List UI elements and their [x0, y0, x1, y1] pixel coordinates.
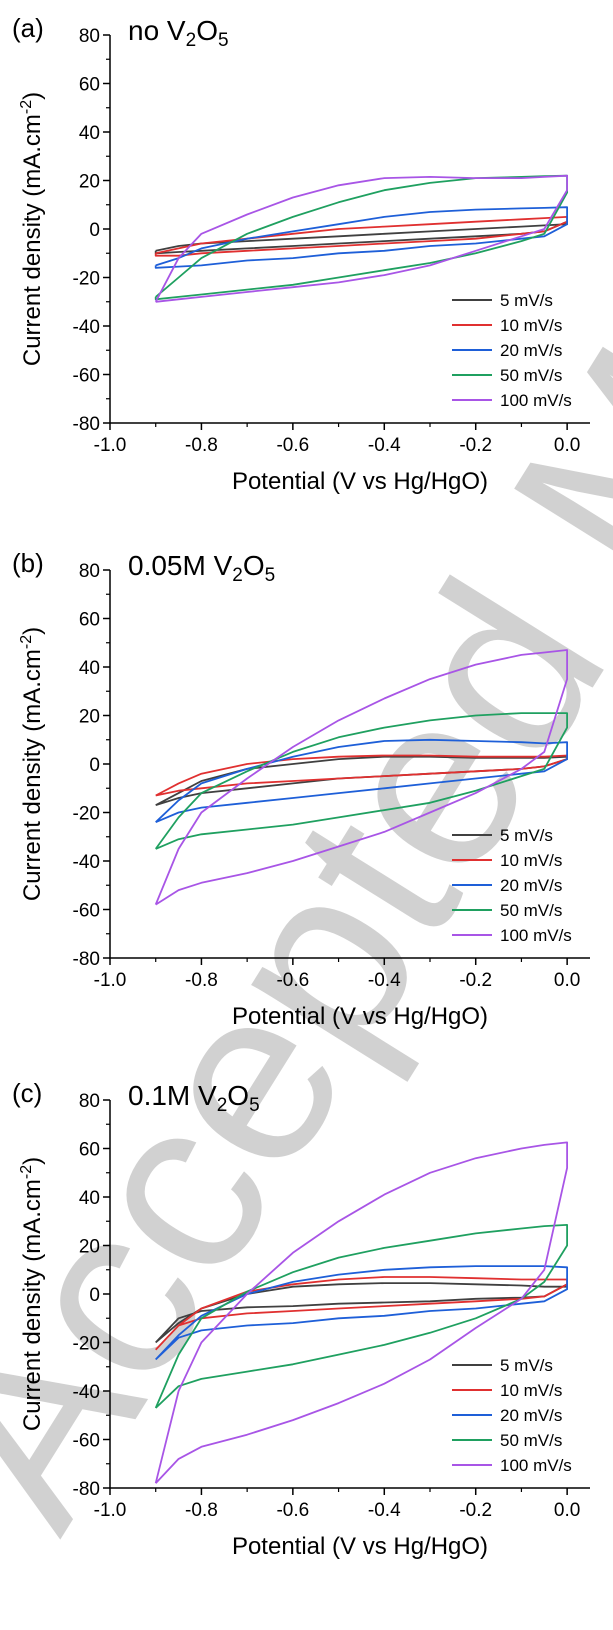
panel-label: (a) — [12, 13, 44, 43]
chart-panel-2: (b) 0.05M V2O5 -80 -60 -40 -20 0 20 40 60 80 -1.0 -0… — [12, 548, 590, 1030]
series-line-4 — [154, 1224, 568, 1409]
series-line-5 — [154, 1141, 568, 1484]
legend: 5 mV/s 10 mV/s 20 mV/s 50 mV/s 100 mV/s — [452, 291, 572, 410]
y-tick-label: 80 — [79, 26, 100, 47]
legend-label: 10 mV/s — [500, 1381, 562, 1400]
y-tick-label: -20 — [73, 269, 100, 290]
x-tick-label: -1.0 — [94, 1500, 127, 1521]
y-tick-label: -40 — [73, 852, 100, 873]
series-line-4 — [154, 174, 568, 301]
chart-title: 0.1M V2O5 — [128, 1080, 260, 1116]
x-tick-label: -0.6 — [276, 970, 309, 991]
y-tick-label: 60 — [79, 1140, 100, 1161]
x-tick-label: -0.8 — [185, 970, 218, 991]
y-tick-label: -80 — [73, 1479, 100, 1500]
y-tick-label: -60 — [73, 366, 100, 387]
series-group — [154, 174, 568, 303]
legend-label: 20 mV/s — [500, 876, 562, 895]
y-tick-label: -60 — [73, 901, 100, 922]
series-line-3 — [155, 1265, 568, 1361]
legend: 5 mV/s 10 mV/s 20 mV/s 50 mV/s 100 mV/s — [452, 1356, 572, 1475]
y-tick-label: 40 — [79, 658, 100, 679]
y-tick-label: 20 — [79, 172, 100, 193]
x-axis-label: Potential (V vs Hg/HgO) — [232, 1533, 488, 1560]
y-tick-label: 20 — [79, 707, 100, 728]
y-axis-label: Current density (mA.cm-2) — [18, 1157, 46, 1431]
x-tick-label: 0.0 — [554, 1500, 580, 1521]
x-axis-label: Potential (V vs Hg/HgO) — [232, 468, 488, 495]
x-tick-label: -1.0 — [94, 435, 127, 456]
chart-title: no V2O5 — [128, 15, 229, 51]
legend-label: 50 mV/s — [500, 1431, 562, 1450]
legend-label: 10 mV/s — [500, 851, 562, 870]
y-tick-label: 0 — [89, 1285, 100, 1306]
series-line-5 — [154, 649, 568, 906]
chart-panel-3: (c) 0.1M V2O5 -80 -60 -40 -20 0 20 40 60 80 -1.0 -0.… — [12, 1078, 590, 1560]
y-tick-label: 0 — [89, 755, 100, 776]
x-tick-label: -0.2 — [459, 1500, 492, 1521]
x-tick-label: -0.2 — [459, 970, 492, 991]
x-tick-label: 0.0 — [554, 970, 580, 991]
series-line-4 — [154, 712, 568, 850]
y-tick-label: -40 — [73, 317, 100, 338]
y-tick-label: 40 — [79, 1188, 100, 1209]
y-tick-label: 40 — [79, 123, 100, 144]
x-tick-label: -0.6 — [276, 1500, 309, 1521]
x-tick-label: -0.8 — [185, 1500, 218, 1521]
y-tick-label: -20 — [73, 804, 100, 825]
y-tick-label: -60 — [73, 1431, 100, 1452]
x-axis-label: Potential (V vs Hg/HgO) — [232, 1003, 488, 1030]
x-tick-label: -0.4 — [368, 1500, 401, 1521]
legend: 5 mV/s 10 mV/s 20 mV/s 50 mV/s 100 mV/s — [452, 826, 572, 945]
chart-panel-1: (a) no V2O5 -80 -60 -40 -20 0 20 40 60 80 -1.0 -0.8 -… — [12, 13, 590, 495]
chart-title: 0.05M V2O5 — [128, 550, 275, 586]
legend-label: 5 mV/s — [500, 826, 553, 845]
x-tick-label: -0.8 — [185, 435, 218, 456]
legend-label: 5 mV/s — [500, 1356, 553, 1375]
x-tick-label: 0.0 — [554, 435, 580, 456]
y-tick-label: 80 — [79, 1091, 100, 1112]
legend-label: 50 mV/s — [500, 901, 562, 920]
panel-label: (b) — [12, 548, 44, 578]
y-axis-label: Current density (mA.cm-2) — [18, 627, 46, 901]
legend-label: 50 mV/s — [500, 366, 562, 385]
y-tick-label: -80 — [73, 949, 100, 970]
x-tick-label: -0.4 — [368, 970, 401, 991]
series-line-3 — [155, 738, 568, 824]
legend-label: 10 mV/s — [500, 316, 562, 335]
y-axis-label: Current density (mA.cm-2) — [18, 92, 46, 366]
legend-label: 20 mV/s — [500, 341, 562, 360]
y-tick-label: 0 — [89, 220, 100, 241]
legend-label: 5 mV/s — [500, 291, 553, 310]
legend-label: 20 mV/s — [500, 1406, 562, 1425]
y-tick-label: 20 — [79, 1237, 100, 1258]
x-tick-label: -1.0 — [94, 970, 127, 991]
x-tick-label: -0.2 — [459, 435, 492, 456]
series-group — [154, 649, 568, 906]
panel-label: (c) — [12, 1078, 42, 1108]
y-tick-label: -20 — [73, 1334, 100, 1355]
legend-label: 100 mV/s — [500, 1456, 572, 1475]
x-tick-label: -0.4 — [368, 435, 401, 456]
y-tick-label: 60 — [79, 75, 100, 96]
series-line-5 — [154, 174, 568, 303]
y-tick-label: 60 — [79, 610, 100, 631]
series-group — [154, 1141, 568, 1484]
y-tick-label: -80 — [73, 414, 100, 435]
panels: (a) no V2O5 -80 -60 -40 -20 0 20 40 60 80 -1.0 -0.8 -… — [12, 13, 590, 1560]
legend-label: 100 mV/s — [500, 391, 572, 410]
y-tick-label: 80 — [79, 561, 100, 582]
y-tick-label: -40 — [73, 1382, 100, 1403]
series-line-3 — [154, 206, 568, 269]
x-tick-label: -0.6 — [276, 435, 309, 456]
legend-label: 100 mV/s — [500, 926, 572, 945]
